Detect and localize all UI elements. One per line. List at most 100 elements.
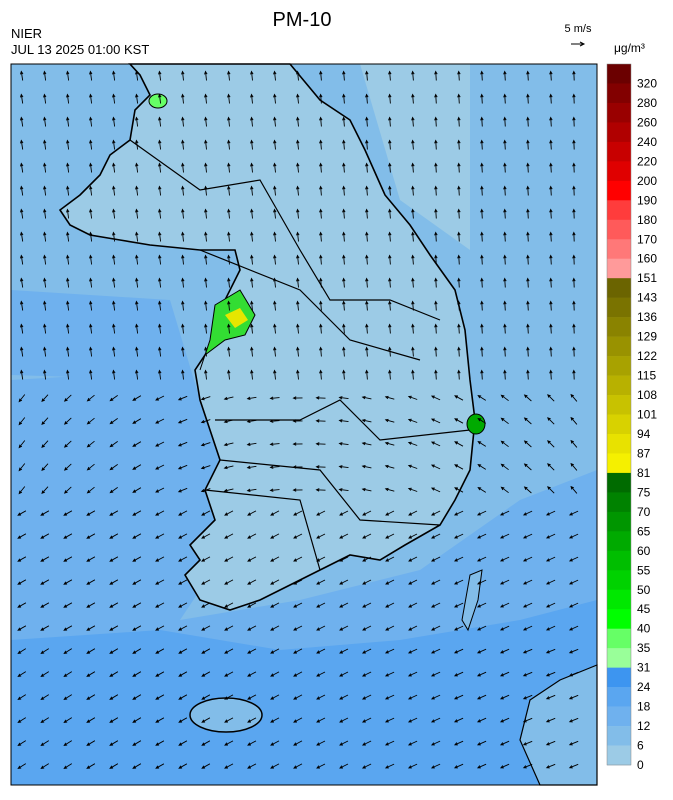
wind-arrow [40,533,50,539]
wind-arrow [503,300,507,311]
wind-arrow [549,162,553,173]
wind-arrow [549,139,553,150]
wind-arrow [523,394,532,402]
wind-arrow [476,579,487,585]
wind-arrow [572,208,576,219]
wind-arrow [549,231,553,242]
wind-arrow [292,488,303,492]
colorbar-segment [607,356,631,376]
wind-arrow [17,740,27,746]
wind-arrow [315,419,326,423]
wind-arrow [365,208,369,219]
wind-arrow [247,579,257,585]
wind-arrow [86,763,96,769]
wind-arrow [526,70,530,81]
wind-arrow [135,323,139,334]
wind-arrow [135,231,139,242]
wind-arrow [158,277,162,288]
wind-arrow [43,70,47,81]
wind-arrow [43,323,47,334]
wind-arrow [132,533,142,539]
wind-arrow [361,395,372,400]
wind-arrow [89,300,93,311]
wind-arrow [407,418,418,423]
wind-arrow [227,231,231,242]
wind-arrow [411,231,415,242]
wind-arrow [408,579,418,585]
wind-arrow [522,763,533,769]
wind-arrow [247,763,257,769]
wind-arrow [109,694,119,700]
wind-arrow [500,417,509,425]
wind-arrow [247,648,257,654]
colorbar-label: 87 [637,446,651,460]
wind-arrow [365,116,369,127]
wind-arrow [247,556,257,562]
wind-arrow [247,671,257,677]
wind-arrow [86,417,95,425]
wind-arrow [89,231,93,242]
wind-arrow [43,139,47,150]
wind-arrow [86,740,96,746]
wind-arrow [178,533,188,539]
wind-arrow [201,648,211,654]
colorbar-frame [606,63,632,766]
wind-arrow [316,625,326,631]
wind-arrow [109,717,119,723]
wind-arrow [201,533,211,539]
wind-arrow [178,648,188,654]
wind-arrow [339,763,349,769]
wind-arrow [434,369,438,380]
wind-arrow [19,208,24,219]
wind-arrow [503,231,507,242]
wind-arrow [109,556,119,562]
wind-arrow [430,441,441,447]
wind-arrow [568,579,579,585]
wind-arrow [155,464,165,470]
wind-arrow [227,369,231,380]
wind-arrow [17,648,27,654]
wind-arrow [361,740,372,746]
wind-arrow [500,463,509,471]
wind-arrow [411,300,415,311]
wind-arrow [503,162,507,173]
wind-arrow [17,671,27,677]
wind-arrow [503,139,507,150]
colorbar-segment [607,102,631,123]
wind-arrow [40,648,50,654]
wind-arrow [86,394,95,402]
wind-arrow [273,254,277,265]
wind-arrow [362,579,372,585]
wind-arrow [568,510,579,516]
wind-arrow [430,717,441,723]
wind-arrow [223,396,234,401]
wind-arrow [480,185,484,196]
wind-arrow [19,116,24,127]
colorbar-label: 122 [637,349,657,363]
land-region [360,64,470,250]
wind-arrow [572,346,576,357]
wind-arrow [19,231,24,242]
wind-arrow [109,671,119,677]
wind-arrow [135,208,139,219]
wind-arrow [224,671,234,677]
wind-arrow [500,486,509,494]
wind-arrow [453,763,464,769]
colorbar-segment [607,453,631,474]
wind-arrow [273,139,277,150]
wind-arrow [430,510,441,516]
wind-arrow [384,740,395,746]
wind-arrow [66,277,70,288]
wind-arrow [362,533,372,539]
wind-arrow [434,139,438,150]
wind-arrow [572,277,576,288]
wind-arrow [570,393,578,402]
wind-arrow [430,395,441,401]
wind-arrow [434,116,438,127]
wind-arrow [223,488,234,493]
wind-arrow [227,300,231,311]
wind-arrow [135,346,139,357]
wind-arrow [522,602,533,608]
wind-arrow [109,533,119,539]
wind-arrow [407,487,418,492]
